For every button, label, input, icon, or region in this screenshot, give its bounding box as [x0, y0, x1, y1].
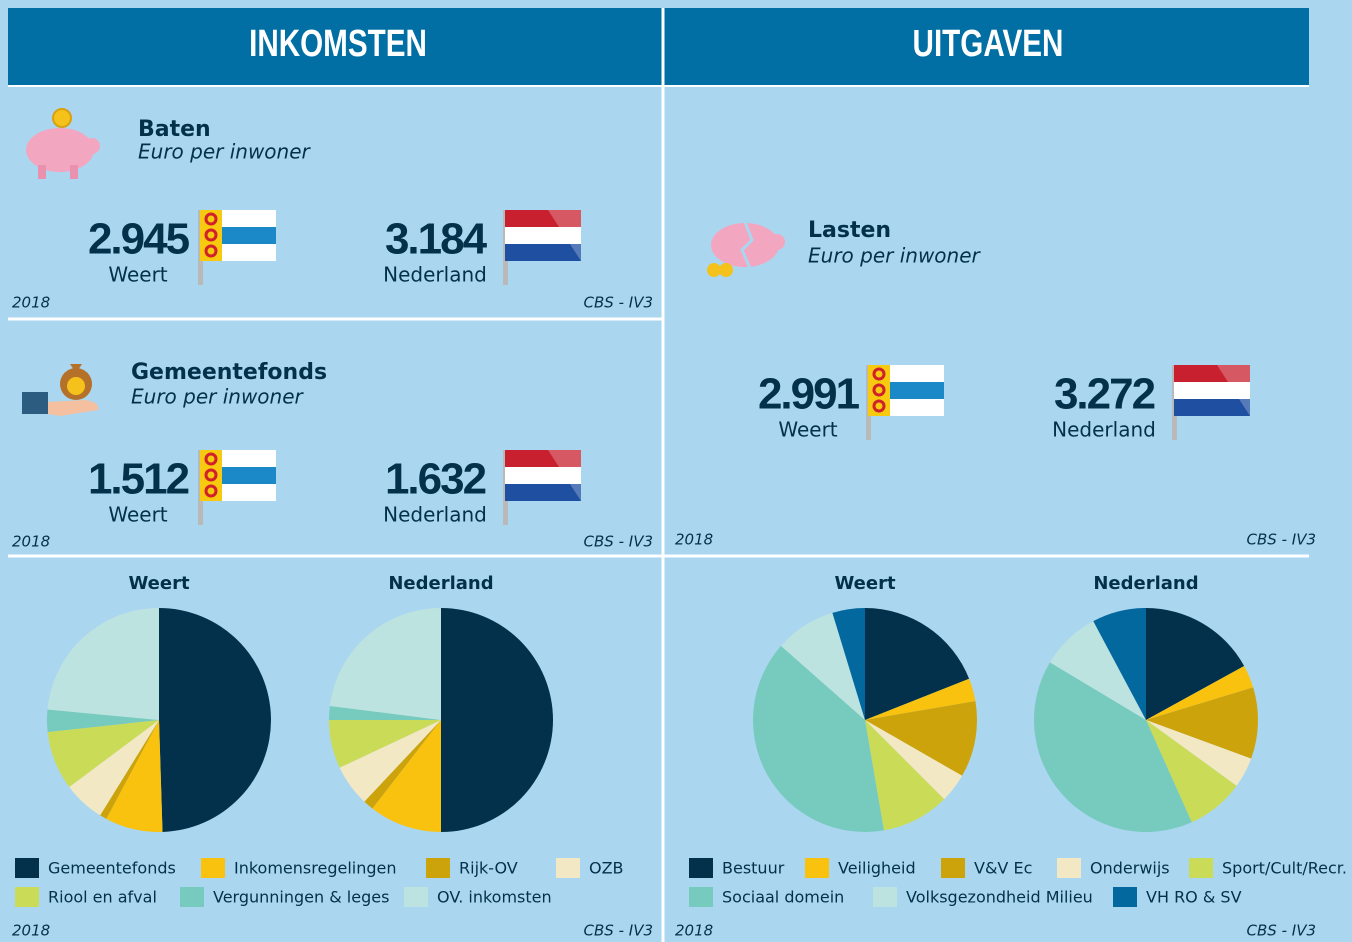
legend-swatch [404, 887, 428, 907]
legend-label: Onderwijs [1090, 859, 1170, 878]
footer-source: CBS - IV3 [584, 533, 653, 551]
panel-subtitle: Euro per inwoner [808, 244, 982, 268]
legend-swatch [15, 858, 39, 878]
legend-swatch [873, 887, 897, 907]
kpi-place: Nederland [383, 503, 487, 527]
footer-year: 2018 [675, 531, 713, 549]
kpi-value: 3.272 [1054, 370, 1155, 419]
flag-stripe [505, 484, 581, 501]
kpi-place: Weert [778, 418, 837, 442]
legend-swatch [180, 887, 204, 907]
flag-hoist [868, 365, 890, 416]
pie-title: Weert [834, 573, 896, 594]
kpi-place: Nederland [1052, 418, 1156, 442]
legend-swatch [201, 858, 225, 878]
legend-label: Vergunningen & leges [213, 888, 389, 907]
flag-stripe [222, 227, 276, 244]
legend-label: Gemeentefonds [48, 859, 176, 878]
pie-title: Nederland [388, 573, 493, 594]
legend-label: Volksgezondheid Milieu [906, 888, 1093, 907]
kpi-value: 1.632 [385, 455, 486, 504]
flag-hoist [200, 450, 222, 501]
legend-label: Rijk-OV [459, 859, 518, 878]
legend-label: Veiligheid [838, 859, 916, 878]
legend-label: VH RO & SV [1146, 888, 1242, 907]
legend-label: V&V Ec [974, 859, 1032, 878]
legend-swatch [1113, 887, 1137, 907]
legend-swatch [689, 887, 713, 907]
kpi-value: 1.512 [88, 455, 189, 504]
legend-label: Sociaal domein [722, 888, 844, 907]
kpi-place: Weert [108, 503, 167, 527]
kpi-place: Nederland [383, 263, 487, 287]
pie-title: Weert [128, 573, 190, 594]
header-bar [8, 8, 1309, 86]
legend-swatch [556, 858, 580, 878]
footer-source: CBS - IV3 [584, 294, 653, 312]
legend-label: OV. inkomsten [437, 888, 552, 907]
legend-swatch [1057, 858, 1081, 878]
section-title: INKOMSTEN [249, 23, 427, 65]
flag-stripe [890, 382, 944, 399]
pie-title: Nederland [1093, 573, 1198, 594]
flag-hoist [200, 210, 222, 261]
section-title: UITGAVEN [913, 23, 1064, 65]
legend-label: Riool en afval [48, 888, 157, 907]
panel-title: Baten [138, 117, 211, 142]
footer-year: 2018 [12, 533, 50, 551]
footer-source: CBS - IV3 [1247, 922, 1316, 940]
footer-source: CBS - IV3 [584, 922, 653, 940]
legend-swatch [15, 887, 39, 907]
legend-swatch [689, 858, 713, 878]
panel-title: Lasten [808, 218, 891, 243]
legend-swatch [941, 858, 965, 878]
flag-stripe [1174, 399, 1250, 416]
footer-year: 2018 [12, 294, 50, 312]
legend-swatch [426, 858, 450, 878]
legend-label: Inkomensregelingen [234, 859, 397, 878]
flag-stripe [505, 244, 581, 261]
legend-swatch [1189, 858, 1213, 878]
footer-year: 2018 [675, 922, 713, 940]
dashboard: INKOMSTEN UITGAVEN BatenEuro per inwoner… [0, 0, 1352, 942]
panel-subtitle: Euro per inwoner [131, 385, 305, 409]
legend-label: OZB [589, 859, 624, 878]
legend-label: Sport/Cult/Recr. [1222, 859, 1347, 878]
kpi-value: 3.184 [385, 215, 488, 264]
panel-title: Gemeentefonds [131, 360, 327, 385]
kpi-place: Weert [108, 263, 167, 287]
panel-subtitle: Euro per inwoner [138, 140, 312, 164]
footer-year: 2018 [12, 922, 50, 940]
footer-source: CBS - IV3 [1247, 531, 1316, 549]
kpi-value: 2.991 [758, 370, 860, 419]
legend-swatch [805, 858, 829, 878]
legend-label: Bestuur [722, 859, 785, 878]
kpi-value: 2.945 [88, 215, 190, 264]
flag-stripe [222, 467, 276, 484]
